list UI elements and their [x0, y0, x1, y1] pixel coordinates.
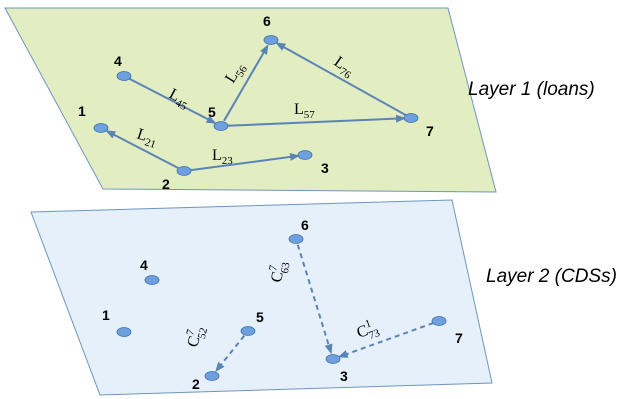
node-7: [431, 316, 447, 326]
layer-1-plane: [4, 7, 497, 193]
node-5: [240, 326, 256, 336]
edge-label-l23: L23: [212, 147, 233, 167]
node-label-6: 6: [263, 13, 271, 29]
node-3: [325, 354, 341, 364]
node-4: [144, 275, 160, 285]
node-label-2: 2: [192, 376, 200, 392]
node-1: [116, 327, 132, 337]
node-label-6: 6: [301, 217, 309, 233]
edge-l56: [223, 44, 269, 122]
edge-c52: [215, 335, 246, 373]
layer-2: 1 2 3 4 5 6 7 C752 C763 C173 Layer 2 (CDSs): [30, 199, 617, 396]
layer-2-edge-labels: C752 C763 C173: [182, 259, 383, 350]
node-label-5: 5: [208, 104, 216, 120]
node-2: [204, 371, 220, 381]
node-1: [93, 123, 109, 133]
node-7: [403, 113, 419, 123]
edge-c63: [296, 244, 333, 355]
node-3: [297, 150, 313, 160]
node-label-1: 1: [102, 307, 110, 323]
layer-2-plane: [30, 199, 493, 396]
node-label-4: 4: [140, 257, 148, 273]
edge-c73: [337, 322, 434, 358]
edge-l21: [105, 130, 180, 170]
edge-l76: [275, 42, 407, 116]
node-6: [263, 35, 279, 45]
node-6: [288, 234, 304, 244]
layer-2-title: Layer 2 (CDSs): [486, 266, 617, 287]
node-label-7: 7: [455, 330, 463, 346]
layer-1-title: Layer 1 (loans): [468, 79, 595, 100]
node-label-4: 4: [114, 53, 122, 69]
edge-label-c63: C763: [265, 259, 292, 285]
node-5: [213, 121, 229, 131]
layer-2-nodes: 1 2 3 4 5 6 7: [102, 217, 463, 392]
layer-2-edges: [215, 244, 434, 373]
layer-1-edges: [105, 42, 407, 172]
edge-l45: [128, 77, 217, 124]
node-2: [176, 166, 192, 176]
edge-label-l57: L57: [294, 101, 315, 121]
node-label-7: 7: [426, 123, 434, 139]
node-label-1: 1: [78, 103, 86, 119]
layer-1-nodes: 1 2 3 4 5 6 7: [78, 13, 434, 192]
node-label-5: 5: [256, 309, 264, 325]
node-label-2: 2: [162, 176, 170, 192]
node-label-3: 3: [321, 160, 329, 176]
edge-label-c73: C173: [354, 316, 383, 346]
node-label-3: 3: [340, 368, 348, 384]
edge-label-c52: C752: [182, 323, 211, 350]
node-4: [116, 71, 132, 81]
edge-l57: [226, 114, 407, 127]
edge-l23: [189, 153, 301, 172]
edge-label-l21: L21: [134, 126, 160, 151]
